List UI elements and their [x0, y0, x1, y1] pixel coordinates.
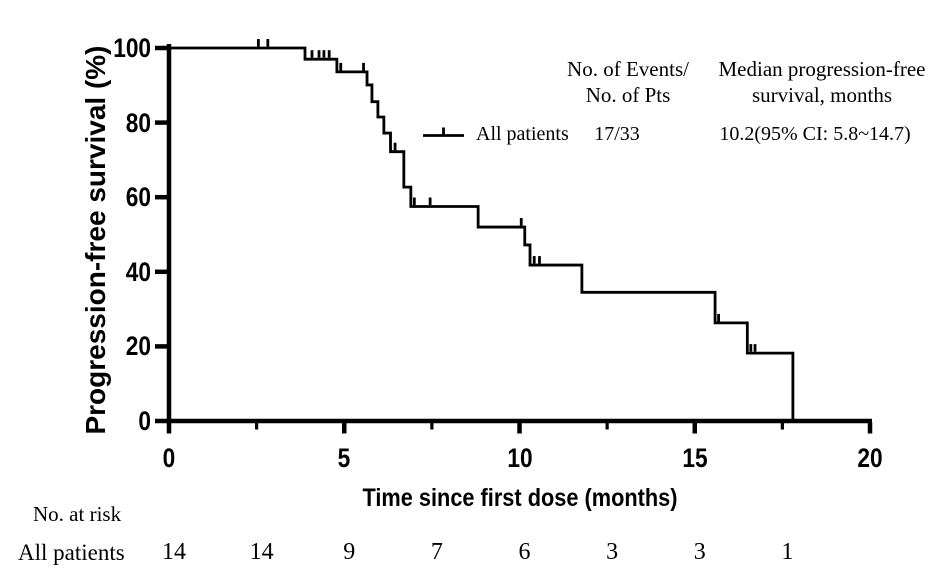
- y-tick-label-text: 40: [125, 256, 151, 287]
- y-axis-title: Progression-free survival (%): [80, 45, 111, 435]
- risk-count: 14: [162, 539, 186, 565]
- km-step-curve: [169, 46, 795, 421]
- median-column-header: Median progression-free survival, months: [718, 56, 925, 108]
- risk-count: 9: [343, 539, 356, 565]
- risk-count: 6: [518, 539, 531, 565]
- risk-count: 1: [781, 539, 794, 565]
- x-tick-label: 20: [855, 443, 885, 474]
- x-tick-label-text: 10: [506, 443, 533, 473]
- y-tick-label: 0: [81, 406, 151, 437]
- y-tick-label: 100: [81, 33, 151, 64]
- risk-table-row-label: All patients: [18, 540, 125, 565]
- x-tick-label: 5: [337, 443, 352, 474]
- y-tick-label-text: 60: [125, 182, 151, 213]
- x-tick-label: 10: [504, 443, 534, 474]
- x-tick-label-text: 20: [857, 443, 883, 473]
- y-tick-label: 60: [81, 182, 151, 213]
- risk-count: 3: [693, 539, 706, 565]
- y-tick-label: 20: [81, 331, 151, 362]
- x-tick-label-text: 15: [682, 443, 708, 473]
- x-tick-label-text: 0: [162, 443, 176, 473]
- legend-events-value: 17/33: [594, 123, 640, 145]
- risk-count: 14: [249, 539, 274, 565]
- x-tick-label: 0: [161, 443, 176, 474]
- x-axis-title-text: Time since first dose (months): [362, 484, 678, 512]
- y-tick-label-text: 20: [125, 331, 151, 362]
- legend-median-value: 10.2(95% CI: 5.8~14.7): [719, 123, 911, 145]
- risk-count: 3: [606, 539, 619, 565]
- censor-mark-legend-icon: [423, 127, 464, 137]
- events-column-header: No. of Events/ No. of Pts: [567, 56, 689, 108]
- median-header-line2: survival, months: [751, 83, 892, 107]
- x-axis-title: Time since first dose (months): [339, 484, 701, 513]
- y-tick-label: 40: [81, 257, 151, 288]
- legend-series-label: All patients: [476, 123, 569, 145]
- risk-table-title: No. at risk: [33, 502, 122, 526]
- y-tick-label-text: 80: [125, 107, 151, 138]
- y-tick-label: 80: [81, 108, 151, 139]
- x-tick-label: 15: [680, 443, 710, 474]
- y-tick-label-text: 0: [138, 406, 151, 436]
- events-header-line2: No. of Pts: [585, 83, 671, 107]
- median-header-line1: Median progression-free: [718, 57, 926, 81]
- risk-count: 7: [430, 539, 443, 565]
- y-tick-label-text: 100: [113, 33, 151, 63]
- events-header-line1: No. of Events/: [567, 57, 689, 81]
- x-tick-label-text: 5: [337, 443, 351, 473]
